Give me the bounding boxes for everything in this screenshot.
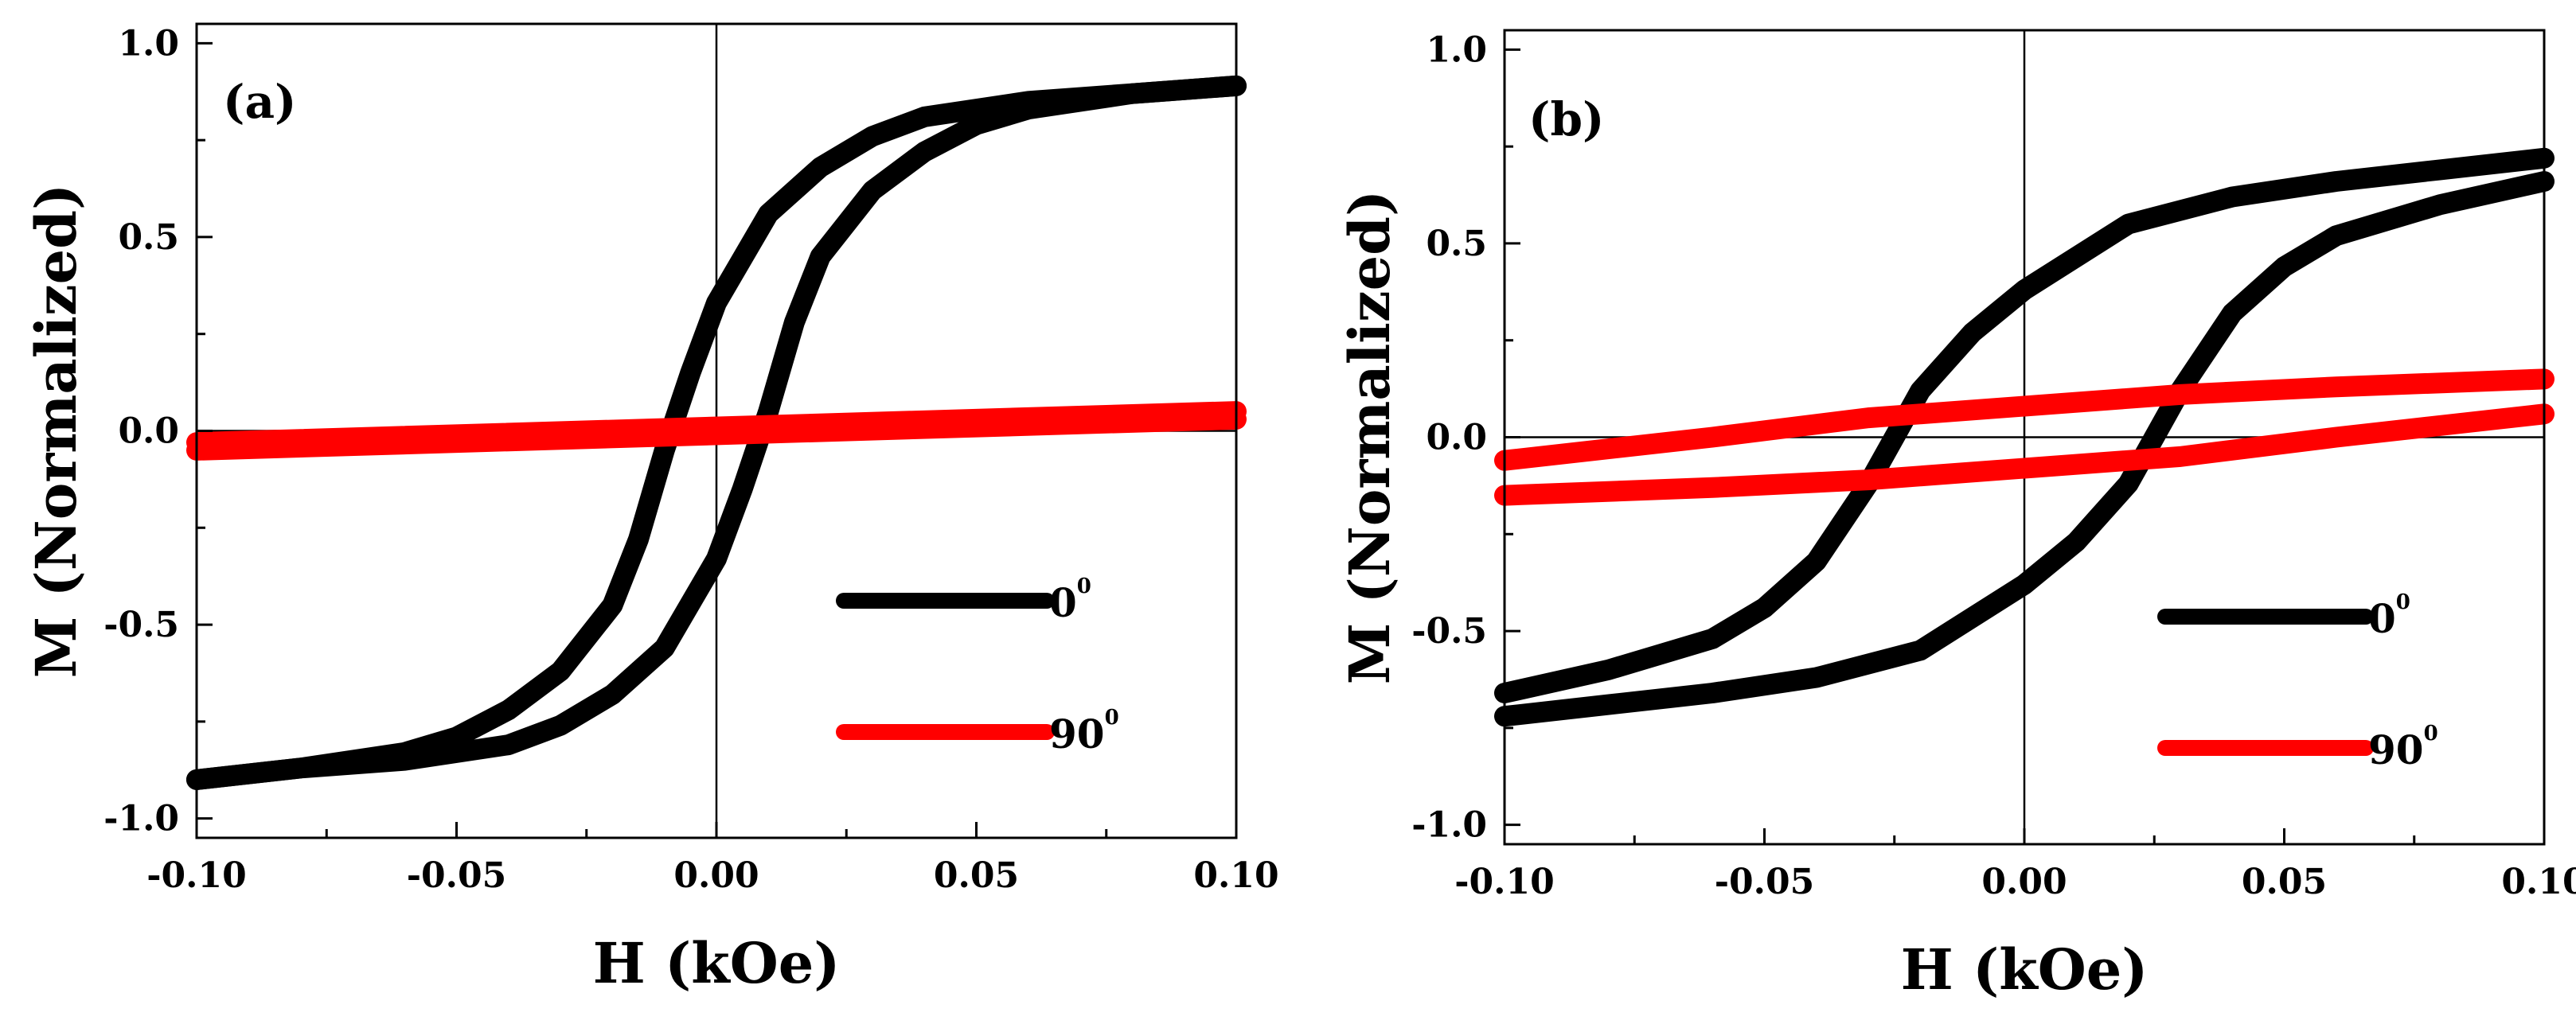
x-tick-label: 0.10 xyxy=(1193,855,1278,896)
series-line-4 xyxy=(1494,403,2555,506)
x-axis-title: H (kOe) xyxy=(593,930,841,996)
legend-superscript: 0 xyxy=(1105,706,1119,730)
y-tick-label: -0.5 xyxy=(103,605,179,645)
y-tick-label: 0.0 xyxy=(1426,418,1487,458)
chart-panel-1: -0.10 -0.05 0.00 0.05 0.10 -1.0 -0.5 0.0 0.5 1.0 H… xyxy=(23,22,1279,996)
legend-label-1: 00 xyxy=(1049,574,1091,626)
panel-label: (a) xyxy=(223,75,296,129)
legend-label-1: 00 xyxy=(2368,590,2410,642)
y-tick-label: 0.0 xyxy=(118,411,179,452)
y-tick-label: -1.0 xyxy=(103,799,179,839)
series-line-2 xyxy=(1494,171,2555,727)
x-tick-label: 0.05 xyxy=(934,855,1019,896)
legend-superscript: 0 xyxy=(2396,590,2410,614)
y-tick-label: 0.5 xyxy=(1426,224,1487,264)
x-tick-label: -0.10 xyxy=(1454,862,1554,902)
x-tick-label: -0.05 xyxy=(1715,862,1814,902)
series-line-2 xyxy=(186,75,1247,790)
x-axis-title: H (kOe) xyxy=(1901,936,2149,1003)
legend-superscript: 0 xyxy=(1077,574,1091,598)
x-tick-label: 0.00 xyxy=(1981,862,2067,902)
y-tick-label: 1.0 xyxy=(118,23,179,64)
y-axis-title: M (Normalized) xyxy=(23,184,89,679)
series-line-4 xyxy=(186,408,1247,461)
x-tick-label: -0.10 xyxy=(146,855,246,896)
series-line-1 xyxy=(1494,147,2555,703)
y-tick-label: 0.5 xyxy=(118,217,179,258)
x-tick-label: 0.05 xyxy=(2242,862,2327,902)
panel-label: (b) xyxy=(1528,92,1604,146)
series-line-3 xyxy=(1494,368,2555,471)
legend-label-2: 900 xyxy=(2368,722,2438,773)
y-axis-title: M (Normalized) xyxy=(1337,190,1403,685)
x-tick-label: 0.10 xyxy=(2501,862,2576,902)
chart-panel-2: -0.10 -0.05 0.00 0.05 0.10 -1.0 -0.5 0.0 0.5 1.0 H… xyxy=(1337,29,2576,1003)
x-tick-label: 0.00 xyxy=(673,855,759,896)
y-tick-label: 1.0 xyxy=(1426,29,1487,70)
legend-label-2: 900 xyxy=(1049,706,1119,757)
y-tick-label: -0.5 xyxy=(1411,611,1487,652)
series-line-1 xyxy=(186,75,1247,790)
x-tick-label: -0.05 xyxy=(407,855,506,896)
y-tick-label: -1.0 xyxy=(1411,805,1487,846)
legend-superscript: 0 xyxy=(2424,722,2438,746)
